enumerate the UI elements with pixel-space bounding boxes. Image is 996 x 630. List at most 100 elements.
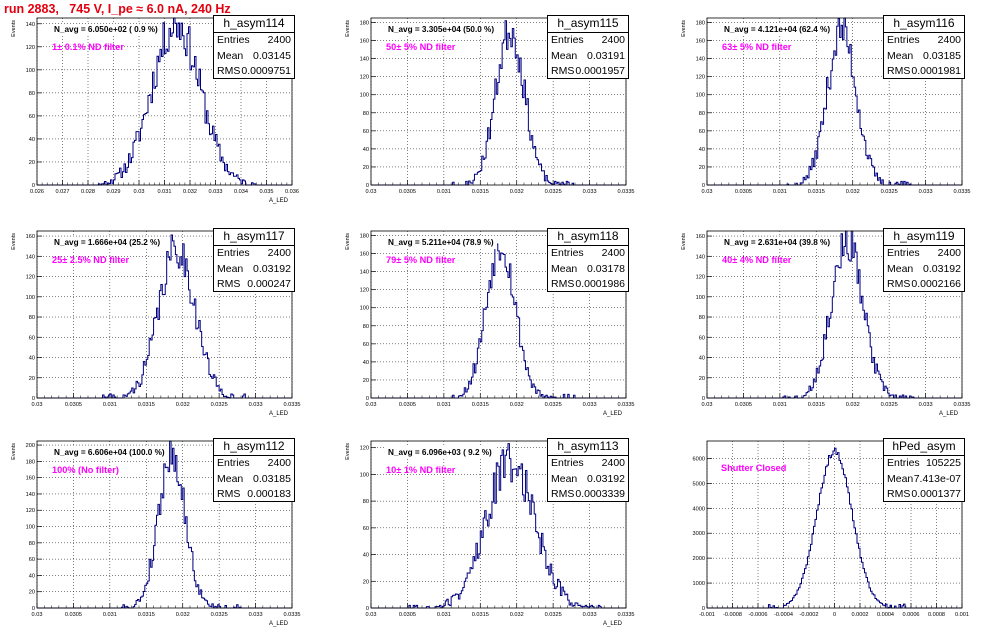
x-tick-label: 0.0305 — [399, 189, 416, 195]
x-tick-label: 0.0315 — [472, 402, 489, 408]
stats-key: RMS — [551, 488, 575, 501]
histogram-name: h_asym116 — [884, 16, 964, 33]
histogram-pad-h_asym119: 0.03 0.0305 0.031 0.0315 0.032 0.0325 0.033 0.0… — [677, 228, 972, 420]
stats-value: 2400 — [601, 247, 625, 259]
stats-value: 0.0001986 — [575, 278, 625, 291]
x-tick-label: 0.033 — [583, 402, 597, 408]
x-tick-label: 0.0315 — [808, 189, 825, 195]
y-tick-label: 120 — [360, 446, 369, 452]
x-tick-label: 0.032 — [183, 189, 197, 195]
y-tick-label: 140 — [26, 492, 35, 498]
x-tick-label: 0.031 — [103, 402, 117, 408]
histogram-svg: 0.03 0.0305 0.031 0.0315 0.032 0.0325 0.033 0.0… — [11, 440, 301, 627]
histogram-name: h_asym113 — [548, 439, 628, 456]
histogram-pad-h_asym116: 0.03 0.0305 0.031 0.0315 0.032 0.0325 0.033 0.0… — [677, 15, 972, 207]
stats-row: Mean 0.03192 — [214, 262, 294, 278]
y-tick-label: 60 — [699, 129, 705, 135]
x-tick-label: 0.0315 — [138, 612, 155, 618]
stats-box: h_asym116 Entries 2400 Mean 0.03185 RMS 0.0001… — [883, 15, 965, 79]
y-tick-label: 4000 — [693, 506, 705, 512]
histogram-pad-h_asym117: 0.03 0.0305 0.031 0.0315 0.032 0.0325 0.033 0.0… — [7, 228, 302, 420]
stats-key: RMS — [551, 278, 575, 291]
y-tick-label: 20 — [699, 376, 705, 382]
navg-label: N_avg = 6.050e+02 ( 0.9 %) — [51, 24, 161, 36]
x-tick-label: 0.001 — [955, 612, 969, 618]
x-tick-label: 0.0325 — [881, 189, 898, 195]
y-tick-label: 20 — [363, 378, 369, 384]
y-tick-label: 20 — [363, 579, 369, 585]
y-tick-label: 1000 — [693, 581, 705, 587]
stats-row: Mean 0.03145 — [214, 49, 294, 65]
stats-value: 0.03185 — [923, 49, 961, 62]
stats-key: Mean — [551, 472, 578, 485]
x-tick-label: 0.028 — [81, 189, 95, 195]
x-tick-label: 0.033 — [919, 189, 933, 195]
y-axis-label: Events — [11, 233, 17, 250]
x-tick-label: -0.0004 — [774, 612, 793, 618]
stats-key: Entries — [887, 457, 920, 469]
stats-value: 105225 — [925, 457, 961, 469]
stats-key: Entries — [217, 457, 250, 469]
y-tick-label: 3000 — [693, 531, 705, 537]
stats-box: h_asym112 Entries 2400 Mean 0.03185 RMS 0.0001… — [213, 438, 295, 502]
plot-frame — [370, 17, 627, 186]
y-tick-label: 40 — [29, 573, 35, 579]
filter-label: 25± 2.5% ND filter — [52, 255, 130, 265]
histogram-name: h_asym114 — [214, 16, 294, 33]
y-tick-label: 80 — [363, 324, 369, 330]
y-axis-label: Events — [681, 233, 687, 250]
filter-label: 50± 5% ND filter — [386, 42, 456, 52]
y-tick-label: 20 — [363, 165, 369, 171]
stats-key: Entries — [551, 247, 584, 259]
x-tick-label: 0.03 — [702, 402, 713, 408]
x-tick-label: 0.034 — [234, 189, 248, 195]
y-tick-label: 5000 — [693, 481, 705, 487]
x-tick-label: 0.0305 — [735, 402, 752, 408]
stats-key: Entries — [887, 247, 920, 259]
stats-row: RMS 0.0001986 — [548, 277, 628, 293]
y-axis-label: Events — [681, 20, 687, 37]
y-tick-label: 80 — [29, 541, 35, 547]
stats-value: 0.03145 — [253, 49, 291, 62]
stats-value: 0.000247 — [247, 278, 291, 291]
x-tick-label: 0.0305 — [65, 612, 82, 618]
y-tick-label: 120 — [26, 275, 35, 281]
y-tick-label: 180 — [360, 21, 369, 27]
stats-row: Mean 0.03178 — [548, 262, 628, 278]
stats-row: RMS 0.0001377 — [884, 487, 964, 503]
stats-value: 2400 — [601, 34, 625, 46]
y-tick-label: 120 — [360, 75, 369, 81]
y-tick-label: 60 — [29, 335, 35, 341]
stats-value: 0.0001981 — [911, 65, 961, 78]
plot-frame — [370, 230, 627, 399]
histogram-name: h_asym119 — [884, 229, 964, 246]
filter-label: 1± 0.1% ND filter — [52, 42, 124, 52]
plot-frame — [36, 440, 293, 609]
y-axis-label: Events — [11, 443, 17, 460]
stats-row: Entries 2400 — [548, 456, 628, 472]
x-axis-label: A_LED — [269, 198, 289, 204]
filter-label: 40± 4% ND filter — [722, 255, 792, 265]
y-tick-label: 6000 — [693, 456, 705, 462]
stats-key: RMS — [217, 278, 241, 291]
y-tick-label: 80 — [363, 499, 369, 505]
y-tick-label: 20 — [29, 590, 35, 596]
stats-key: RMS — [217, 488, 241, 501]
y-tick-label: 160 — [360, 39, 369, 45]
stats-key: Mean — [217, 49, 244, 62]
x-tick-label: 0.03 — [702, 189, 713, 195]
y-tick-label: 160 — [26, 234, 35, 240]
histogram-name: h_asym115 — [548, 16, 628, 33]
stats-row: Mean 0.03191 — [548, 49, 628, 65]
stats-row: Mean 0.03185 — [214, 472, 294, 488]
filter-label: Shutter Closed — [721, 463, 787, 473]
y-tick-label: 180 — [360, 234, 369, 240]
y-tick-label: 140 — [696, 57, 705, 63]
stats-row: Mean 0.03192 — [548, 472, 628, 488]
x-tick-label: 0.032 — [510, 189, 524, 195]
run-title: run 2883, 745 V, I_pe ≈ 6.0 nA, 240 Hz — [4, 2, 231, 16]
x-tick-label: 0.03 — [366, 402, 377, 408]
y-tick-label: 140 — [360, 57, 369, 63]
stats-value: 0.0001957 — [575, 65, 625, 78]
y-tick-label: 60 — [363, 342, 369, 348]
